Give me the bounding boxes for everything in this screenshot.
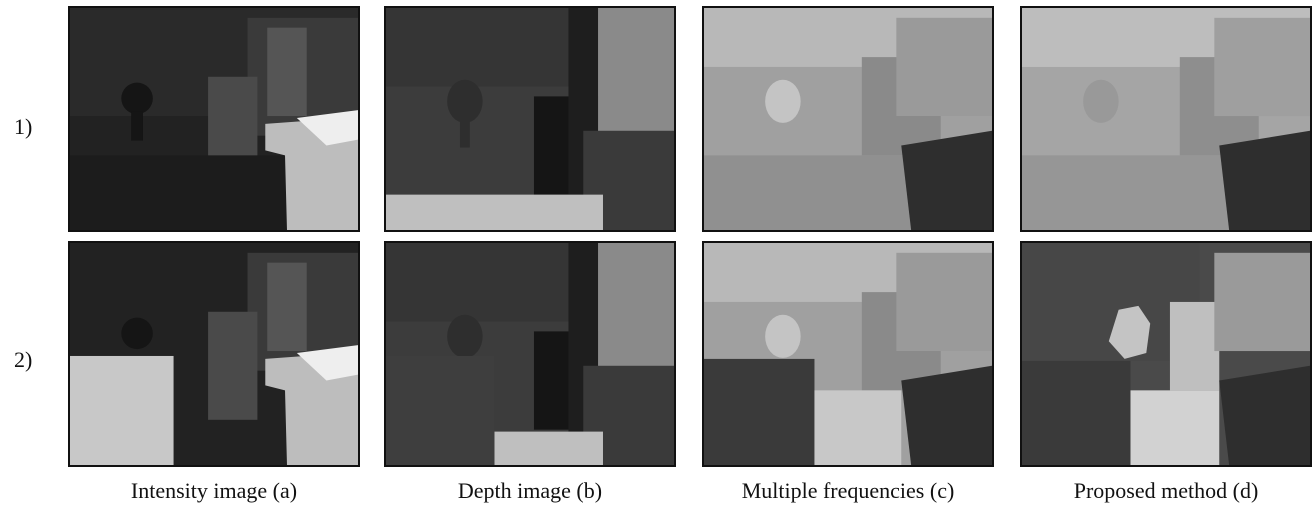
proposed-method-row2 [1020,241,1312,467]
intensity-image-row2 [68,241,360,467]
multiple-frequencies-row1 [702,6,994,232]
caption-multiple-frequencies: Multiple frequencies (c) [741,478,955,503]
caption-intensity-image: Intensity image (a) [130,478,298,503]
proposed-method-row1 [1020,6,1312,232]
row-label-2: 2) [14,347,33,372]
caption-depth-image: Depth image (b) [457,478,603,503]
depth-image-row2 [384,241,676,467]
caption-proposed-method: Proposed method (d) [1073,478,1259,503]
multiple-frequencies-row2 [702,241,994,467]
row-label-1: 1) [14,114,33,139]
depth-image-row1 [384,6,676,232]
intensity-image-row1 [68,6,360,232]
